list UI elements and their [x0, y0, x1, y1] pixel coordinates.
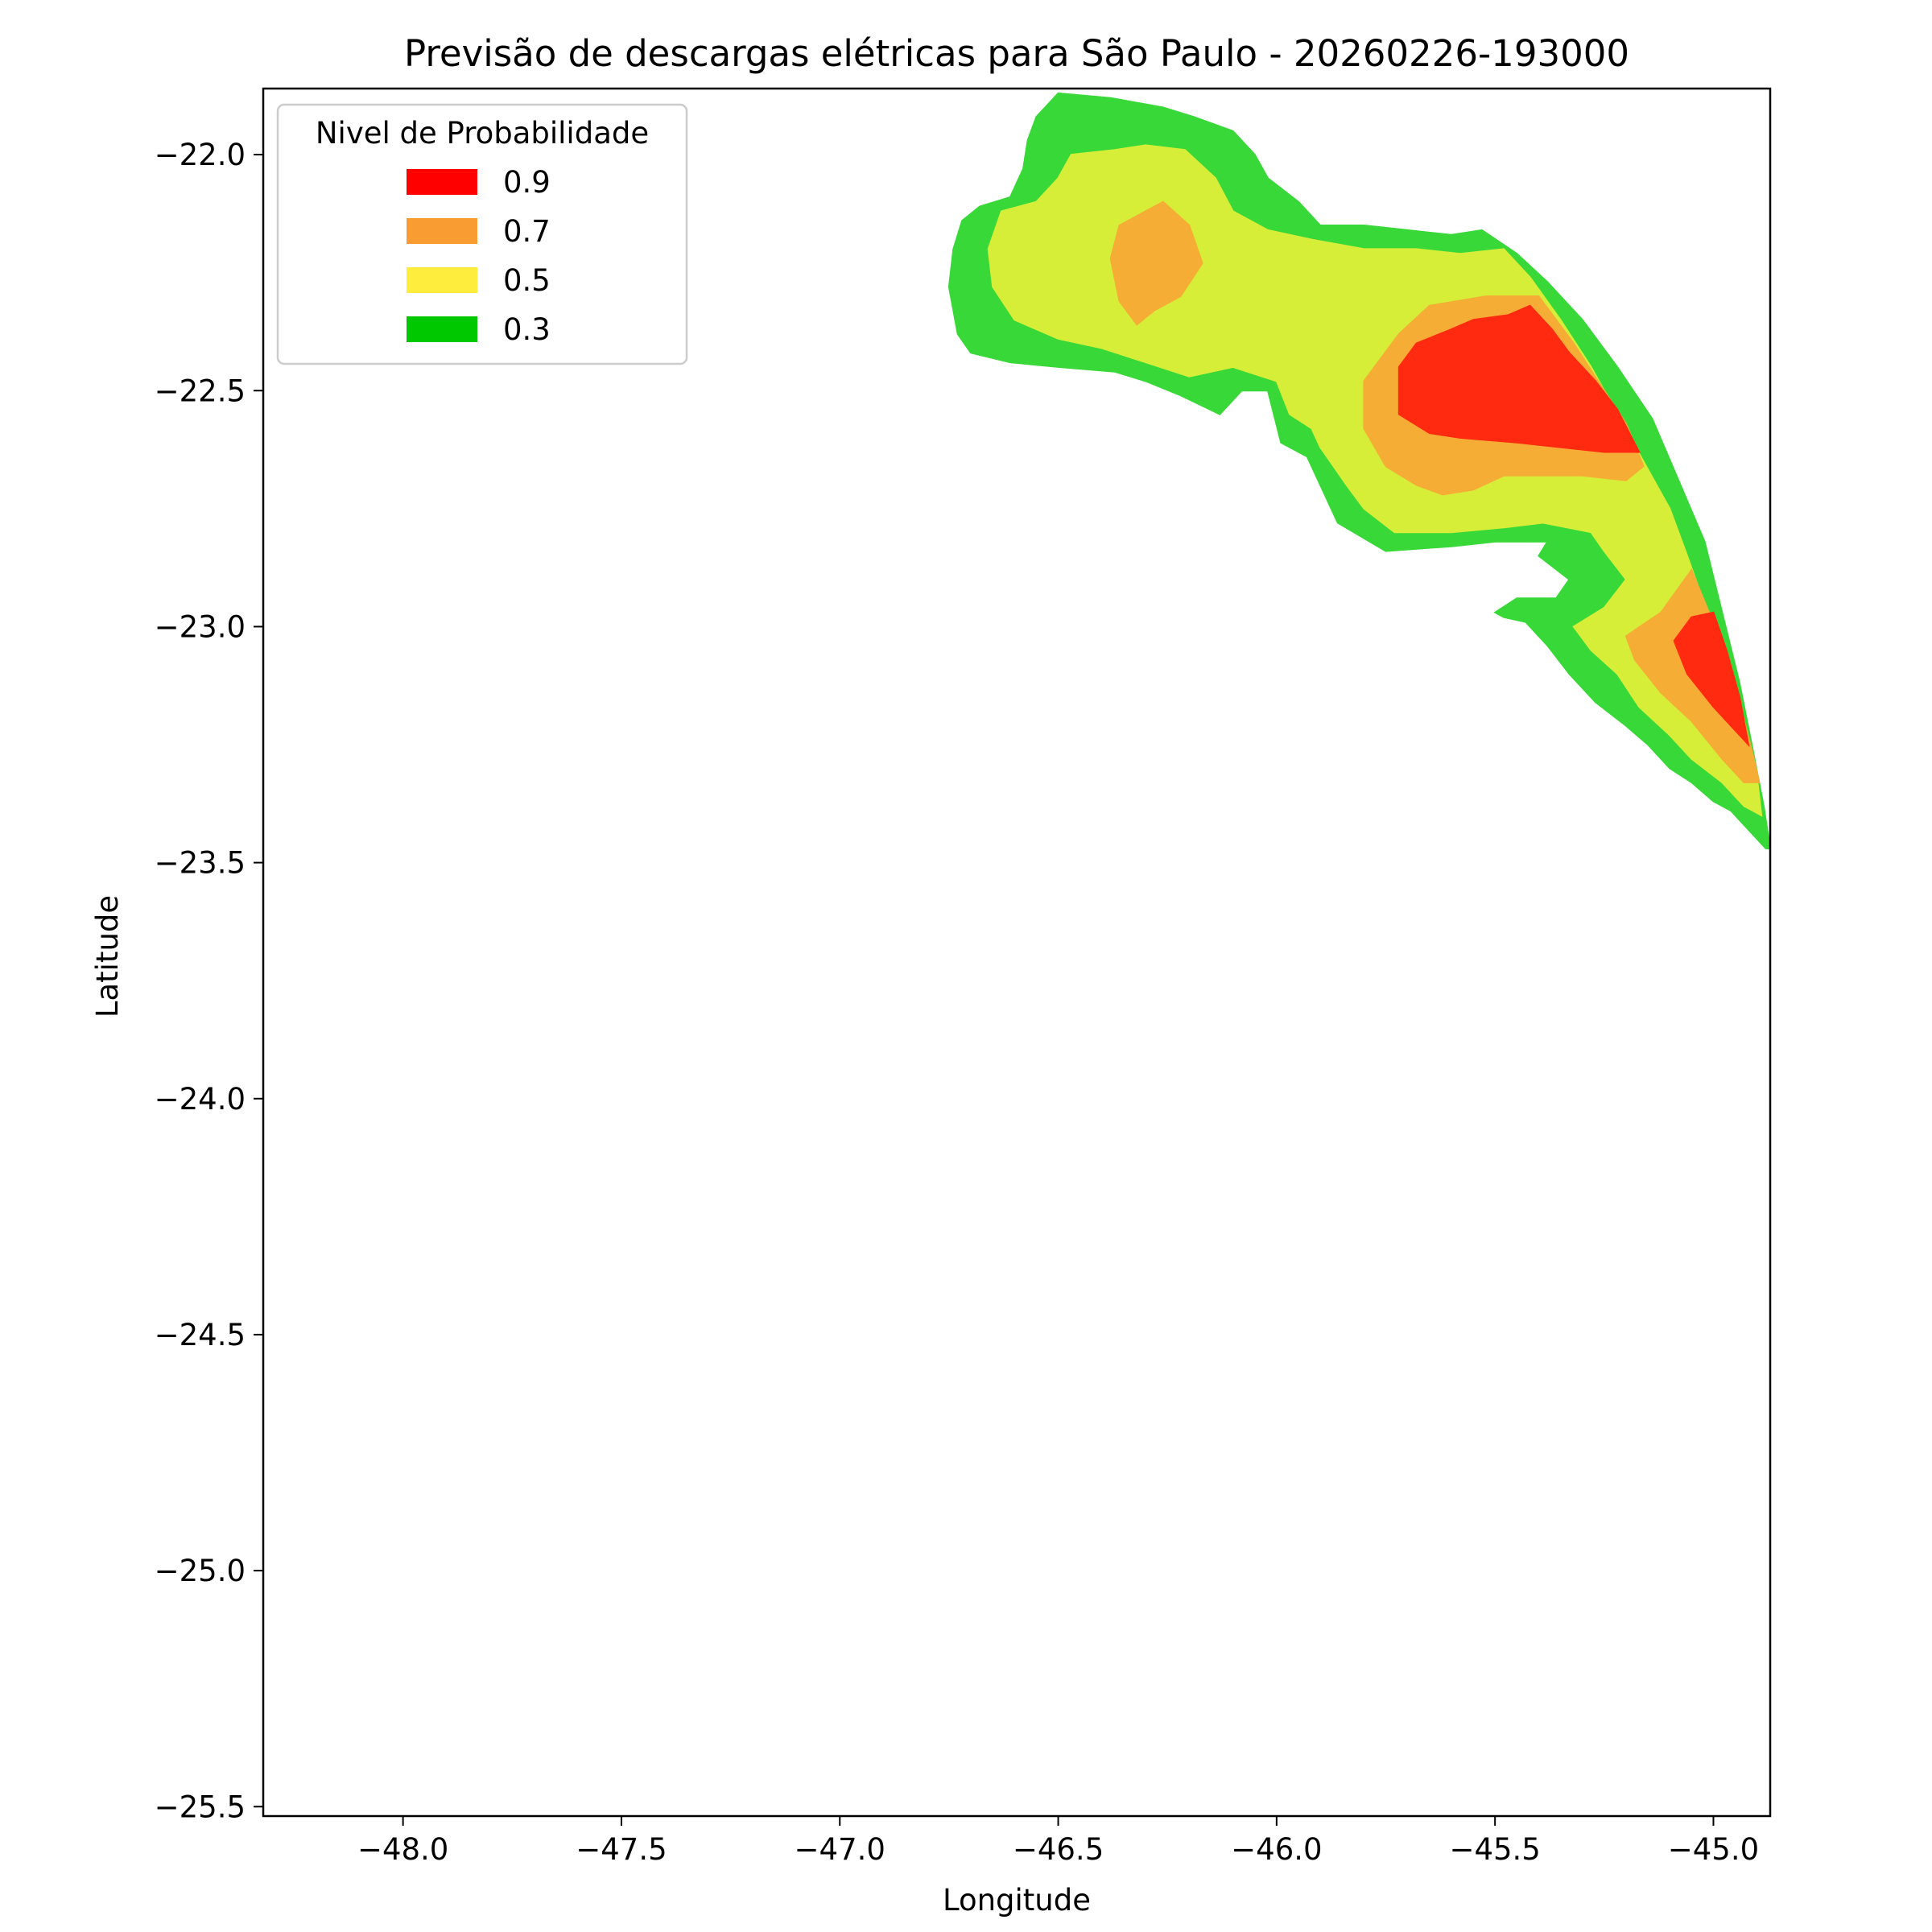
x-axis-label: Longitude: [943, 1883, 1091, 1918]
plot-frame: [262, 87, 1772, 1818]
y-axis-ticks: −22.0 −22.5 −23.0 −23.5 −24.0 −24.5 −25.0 −25.5: [155, 138, 263, 1824]
x-tick-label: −48.0: [357, 1832, 448, 1867]
x-axis-ticks: −48.0 −47.5 −47.0 −46.5 −46.0 −45.5 −45.0: [357, 1816, 1759, 1867]
legend-entry-label: 0.9: [503, 165, 551, 200]
x-tick-label: −47.5: [576, 1832, 667, 1867]
x-tick-label: −45.5: [1449, 1832, 1540, 1867]
legend-swatch: [407, 316, 477, 342]
x-tick-label: −47.0: [795, 1832, 886, 1867]
y-tick-label: −23.5: [155, 846, 246, 881]
chart-title: Previsão de descargas elétricas para São…: [404, 32, 1629, 75]
y-tick-label: −24.5: [155, 1318, 246, 1352]
y-tick-label: −22.0: [155, 138, 246, 172]
y-tick-label: −22.5: [155, 374, 246, 408]
y-tick-label: −23.0: [155, 609, 246, 644]
y-tick-label: −25.5: [155, 1790, 246, 1824]
legend-swatch: [407, 218, 477, 244]
legend: Nivel de Probabilidade 0.9 0.7 0.5 0.3: [276, 103, 688, 365]
y-axis-label: Latitude: [90, 895, 125, 1018]
y-tick-label: −25.0: [155, 1554, 246, 1588]
contour-region-0-9-1: [1673, 611, 1750, 748]
legend-swatch: [407, 169, 477, 195]
contour-region-0-7-0: [1109, 200, 1203, 326]
contour-region-0-9-0: [1397, 304, 1641, 453]
legend-swatch: [407, 267, 477, 293]
x-tick-label: −45.0: [1668, 1832, 1759, 1867]
x-tick-label: −46.0: [1231, 1832, 1322, 1867]
contour-region-0-5-0: [987, 144, 1763, 817]
x-tick-label: −46.5: [1013, 1832, 1104, 1867]
legend-title: Nivel de Probabilidade: [316, 116, 649, 151]
legend-entry-label: 0.3: [503, 312, 551, 347]
legend-entry-label: 0.7: [503, 214, 551, 249]
y-tick-label: −24.0: [155, 1082, 246, 1117]
legend-box: [276, 103, 688, 365]
contour-fills: [947, 92, 1770, 849]
legend-entry-label: 0.5: [503, 263, 551, 298]
